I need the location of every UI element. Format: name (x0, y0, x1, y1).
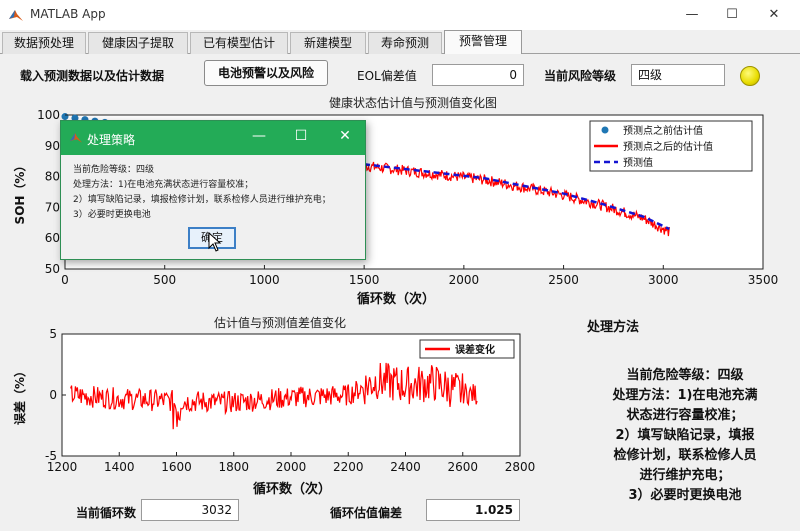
dialog-minimize-button[interactable]: — (252, 128, 266, 144)
method-line: 当前危险等级：四级 (626, 368, 744, 383)
battery-warning-button[interactable]: 电池预警以及风险 (204, 60, 328, 86)
mouse-cursor-icon (208, 232, 222, 252)
method-line: 2）填写缺陷记录，填报 (615, 428, 755, 443)
minimize-button[interactable]: — (685, 7, 699, 22)
method-line: 处理方法：1)在电池充满 (612, 388, 758, 403)
dialog-line: 3）必要时更换电池 (73, 210, 151, 220)
method-text: 当前危险等级：四级 处理方法：1)在电池充满 状态进行容量校准； 2）填写缺陷记… (585, 366, 785, 506)
title-bar: MATLAB App — ☐ ✕ (0, 0, 800, 30)
current-cycle-field[interactable]: 3032 (141, 499, 239, 521)
window-title: MATLAB App (30, 7, 106, 21)
matlab-logo-icon (9, 10, 23, 21)
cycle-deviation-label: 循环估值偏差 (330, 506, 403, 520)
matlab-logo-icon (69, 133, 83, 143)
method-line: 检修计划，联系检修人员 (613, 448, 757, 463)
dialog-line: 当前危险等级：四级 (73, 165, 155, 175)
tab-health-factor[interactable]: 健康因子提取 (88, 32, 188, 54)
current-cycle-label: 当前循环数 (76, 506, 137, 520)
dialog-title: 处理策略 (87, 133, 136, 147)
dialog-maximize-button[interactable]: ☐ (294, 128, 308, 144)
close-button[interactable]: ✕ (768, 7, 780, 22)
cycle-deviation-field[interactable]: 1.025 (426, 499, 520, 521)
dialog-close-button[interactable]: ✕ (339, 128, 351, 144)
tab-new-model[interactable]: 新建模型 (290, 32, 366, 54)
tab-existing-model[interactable]: 已有模型估计 (190, 32, 288, 54)
tab-bar: 数据预处理 健康因子提取 已有模型估计 新建模型 寿命预测 预警管理 (0, 30, 800, 55)
method-line: 状态进行容量校准； (626, 408, 744, 423)
load-data-label: 载入预测数据以及估计数据 (20, 69, 165, 83)
eol-deviation-label: EOL偏差值 (357, 69, 417, 83)
method-line: 3）必要时更换电池 (628, 488, 742, 503)
method-line: 进行维护充电； (639, 468, 731, 483)
dialog-line: 处理方法：1)在电池充满状态进行容量校准； (73, 180, 254, 190)
eol-deviation-field[interactable]: 0 (432, 64, 524, 86)
risk-indicator-lamp (740, 66, 760, 86)
tab-preprocess[interactable]: 数据预处理 (2, 32, 86, 54)
risk-level-label: 当前风险等级 (544, 69, 617, 83)
risk-level-field[interactable]: 四级 (631, 64, 725, 86)
dialog-line: 2）填写缺陷记录，填报检修计划，联系检修人员进行维护充电； (73, 195, 331, 205)
method-heading: 处理方法 (587, 320, 640, 335)
dialog-title-bar[interactable]: 处理策略 — ☐ ✕ (61, 121, 365, 155)
tab-life-prediction[interactable]: 寿命预测 (368, 32, 442, 54)
maximize-button[interactable]: ☐ (726, 7, 738, 22)
dialog-message: 当前危险等级：四级 处理方法：1)在电池充满状态进行容量校准； 2）填写缺陷记录… (73, 163, 331, 223)
tab-warning-management[interactable]: 预警管理 (444, 30, 522, 55)
